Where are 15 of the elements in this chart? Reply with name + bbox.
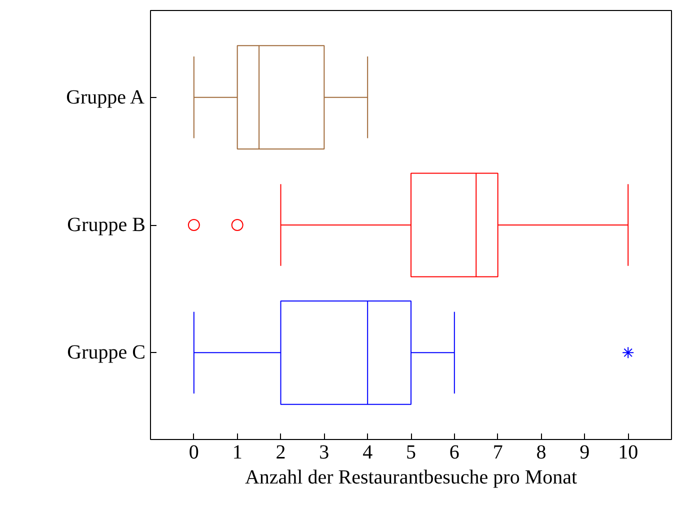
x-tick-label: 5 [406,442,416,464]
x-tick-label: 10 [618,442,638,464]
x-tick-label: 1 [232,442,242,464]
x-tick-label: 7 [492,442,503,464]
y-tick-label: Gruppe B [67,214,146,236]
x-tick-label: 6 [449,442,460,464]
y-tick-label: Gruppe C [67,342,146,364]
x-tick-label: 0 [188,442,199,464]
x-axis-title: Anzahl der Restaurantbesuche pro Monat [244,466,578,488]
y-tick-label: Gruppe A [66,86,145,108]
x-tick-label: 4 [362,442,373,464]
x-tick-label: 9 [580,442,590,464]
x-tick-label: 3 [319,442,330,464]
x-tick-label: 2 [276,442,286,464]
x-tick-label: 8 [536,442,546,464]
